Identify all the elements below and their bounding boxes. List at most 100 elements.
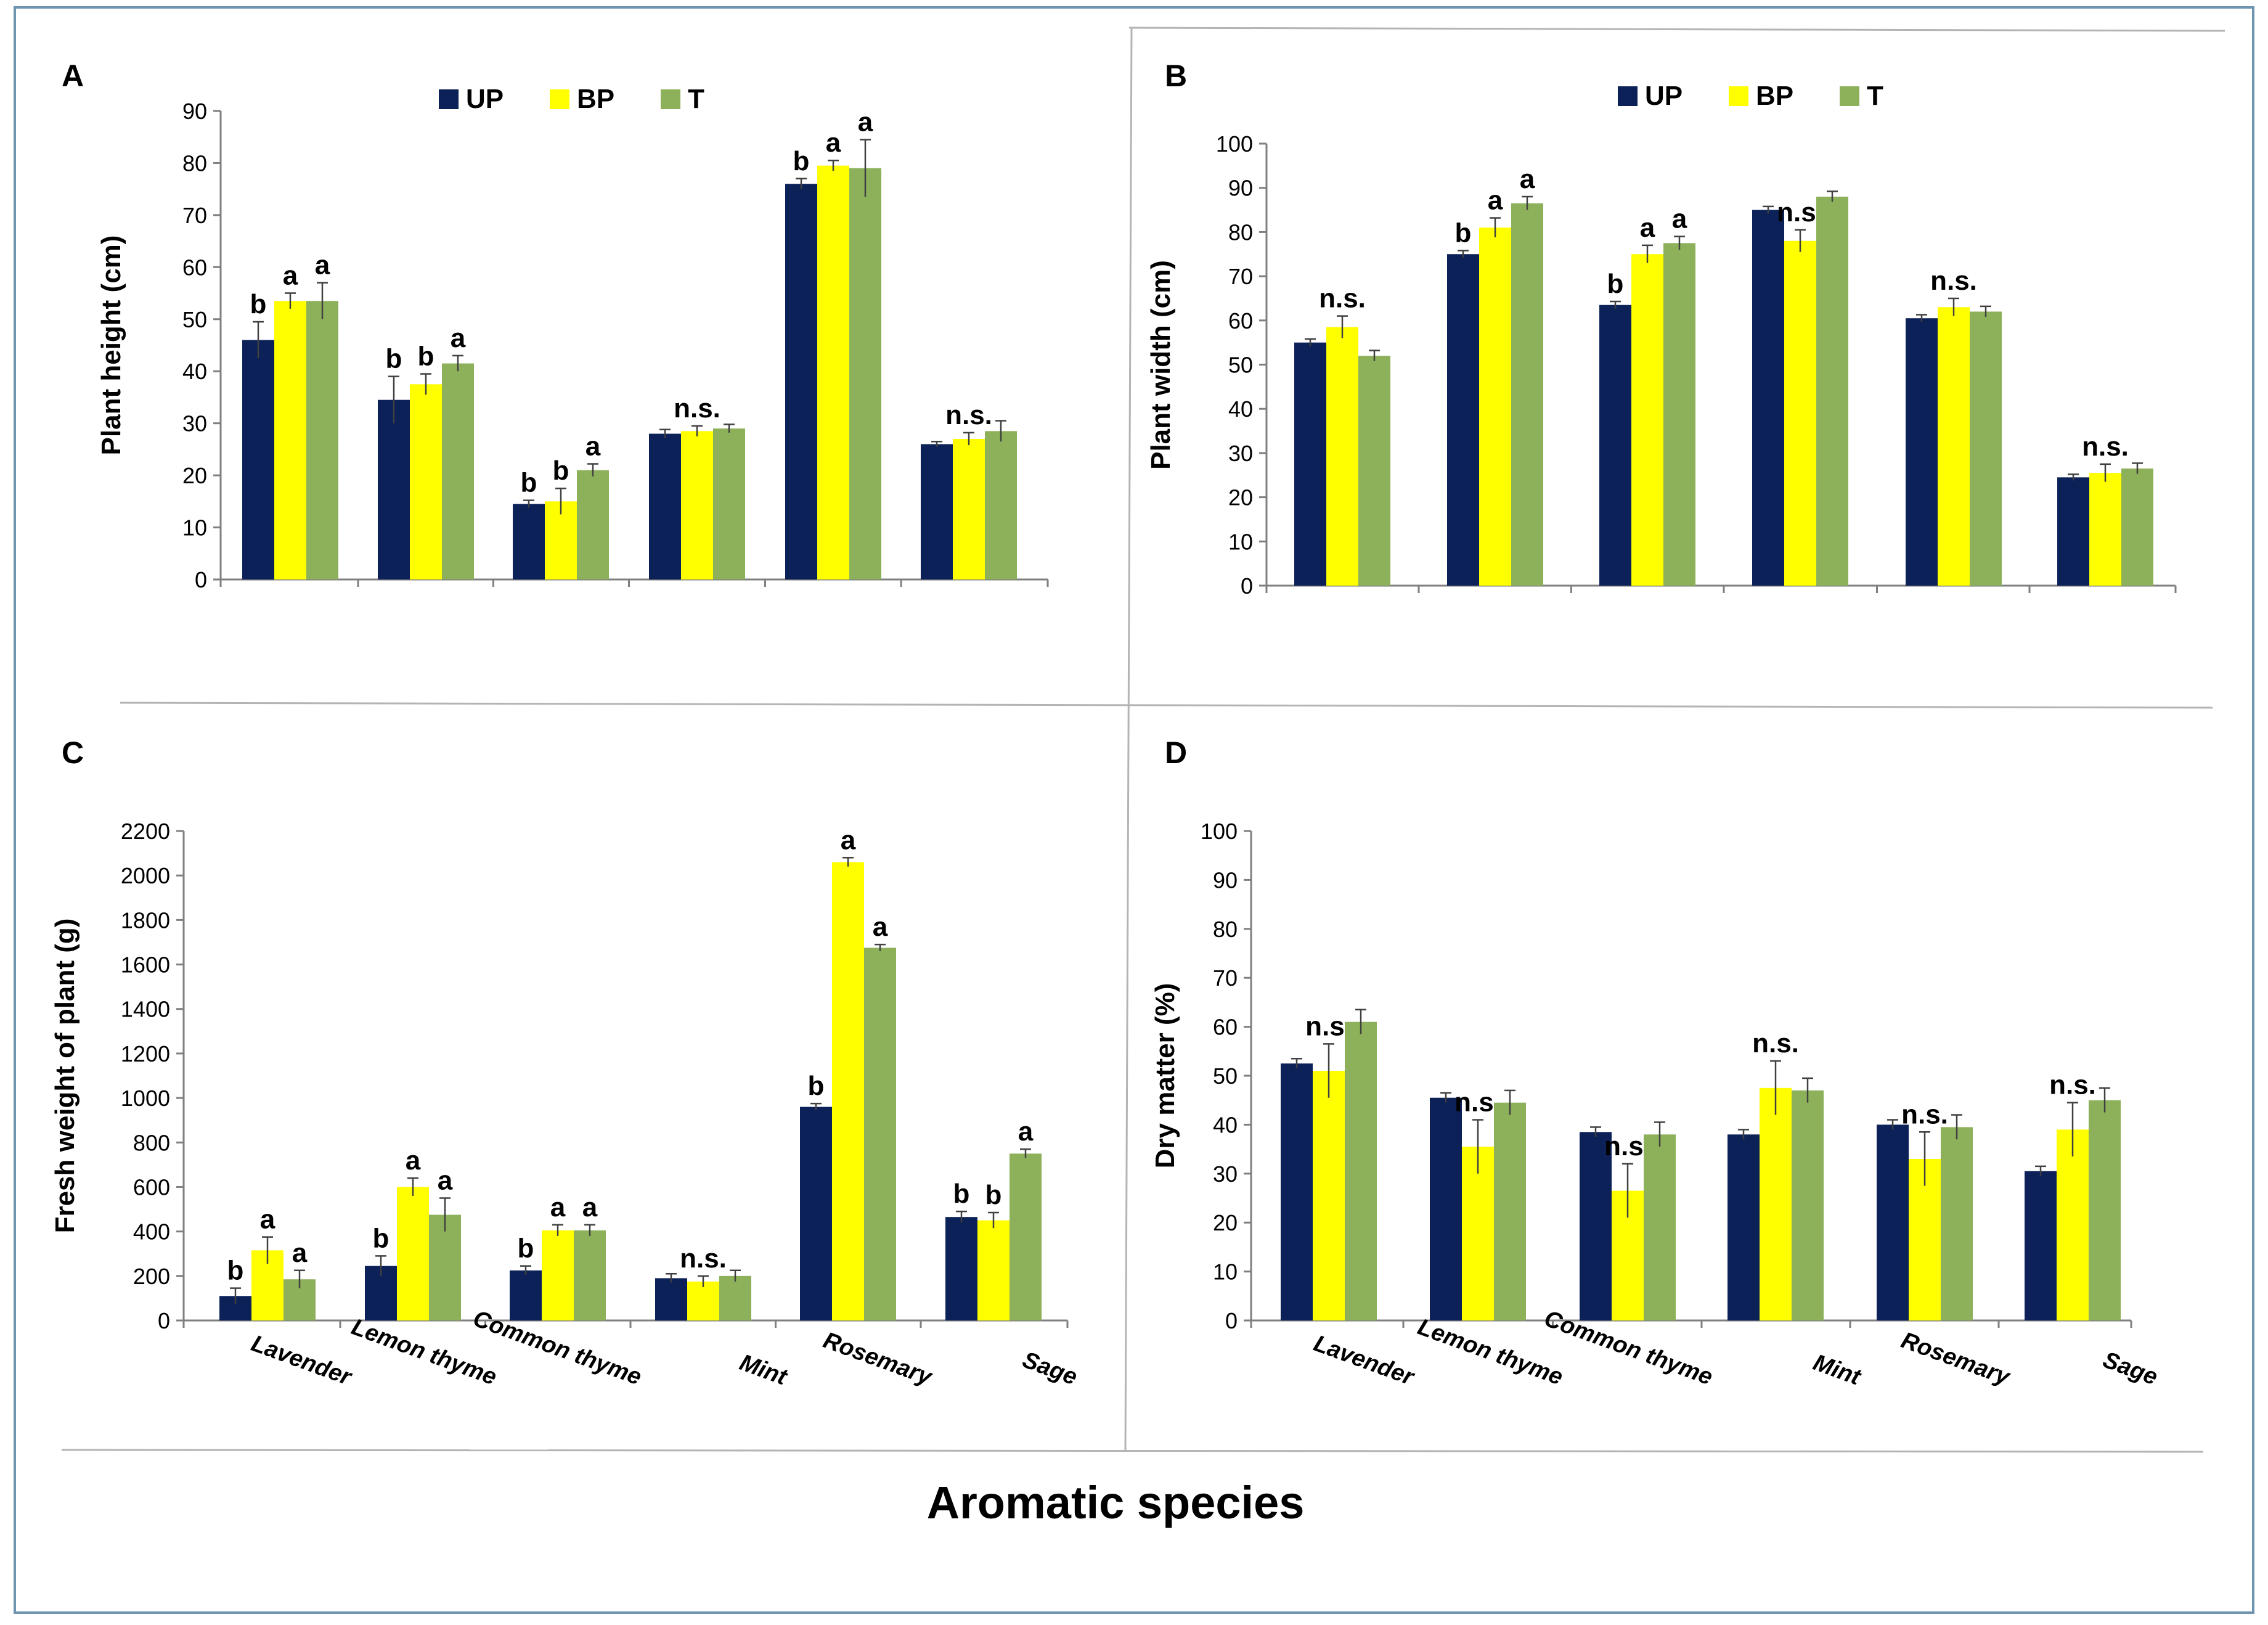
significance-label: a [451,323,466,353]
significance-label: a [826,128,841,158]
legend: UP BP T [1618,81,1883,111]
y-tick-label: 200 [133,1264,170,1289]
bar-t [577,470,609,579]
significance-label: a [841,825,856,855]
outer-frame [14,6,2254,1614]
bar-up [2057,477,2089,586]
significance-label: n.s. [1752,1028,1799,1058]
legend-label-up: UP [466,84,504,114]
bar-up [945,1217,977,1320]
y-tick-label: 400 [133,1219,170,1245]
significance-label: a [550,1192,566,1222]
bar-bp [953,439,985,579]
y-tick-label: 2000 [121,863,170,888]
bar-t [1345,1021,1377,1320]
divider-vertical [1124,27,1133,1452]
y-axis-title: Fresh weight of plant (g) [50,919,80,1234]
significance-label: b [808,1071,825,1101]
bar-bp [1479,227,1511,586]
bar-bp [1326,327,1358,586]
bar-t [1941,1127,1973,1320]
significance-label: a [858,107,873,137]
bar-up [1281,1063,1313,1320]
bar-t [1970,311,2002,586]
y-tick-label: 2200 [121,819,170,844]
significance-label: b [227,1256,244,1286]
y-tick-label: 1200 [121,1041,170,1066]
y-tick-label: 40 [182,359,207,384]
bar-bp [397,1187,429,1320]
bar-up [1906,318,1938,586]
y-tick-label: 90 [182,99,207,124]
significance-label: b [953,1179,970,1209]
bar-bp [2089,473,2121,586]
significance-label: b [521,468,537,498]
significance-label: n.s. [2049,1070,2096,1100]
legend-swatch-up [1618,86,1638,106]
y-tick-label: 20 [1213,1210,1238,1235]
y-tick-label: 0 [1225,1308,1238,1333]
bar-up [1599,305,1631,586]
bar-bp [1784,240,1816,586]
significance-label: n.s. [2082,432,2129,462]
y-axis-title: Dry matter (%) [1150,983,1180,1169]
significance-label: n.s. [1777,197,1824,227]
bar-t [1663,243,1695,586]
bar-up [921,444,953,579]
significance-label: a [1520,164,1535,194]
bar-up [655,1278,687,1320]
significance-label: a [585,432,601,462]
y-tick-label: 800 [133,1130,170,1155]
y-tick-label: 50 [1228,353,1253,378]
panel-label: A [62,59,84,93]
bar-up [1430,1097,1462,1320]
bar-up [513,504,545,579]
bar-bp [687,1281,719,1320]
y-tick-label: 0 [158,1308,170,1333]
significance-label: n.s. [1305,1011,1352,1041]
significance-label: n.s. [1901,1099,1948,1129]
y-tick-label: 30 [1213,1161,1238,1187]
y-tick-label: 50 [182,307,207,332]
bar-t [306,301,338,579]
significance-label: b [518,1234,534,1264]
significance-label: n.s. [674,393,720,424]
panel-label: B [1165,59,1187,93]
bar-t [429,1214,461,1320]
bar-up [242,340,274,579]
bar-bp [274,301,306,579]
legend: UP BP T [439,84,704,114]
significance-label: b [386,344,402,374]
y-tick-label: 60 [1213,1015,1238,1040]
bar-up [1752,210,1784,586]
bar-t [574,1230,606,1320]
significance-label: a [315,250,330,280]
y-tick-label: 90 [1228,176,1253,201]
y-tick-label: 1800 [121,907,170,933]
bar-t [1792,1090,1824,1320]
panel-label: C [62,735,84,770]
significance-label: b [793,146,810,176]
y-tick-label: 40 [1213,1112,1238,1137]
bar-up [1294,342,1326,586]
divider-middle [120,702,2213,709]
bar-t [2121,468,2153,586]
y-tick-label: 10 [182,515,207,541]
bar-t [864,948,896,1320]
significance-label: a [873,912,888,942]
bar-bp [817,165,849,580]
bar-t [442,363,474,579]
y-tick-label: 100 [1201,819,1238,844]
bar-bp [681,431,713,579]
bar-t [1816,197,1848,586]
significance-label: a [283,261,298,291]
bar-bp [1462,1147,1494,1320]
y-tick-label: 70 [182,203,207,228]
y-tick-label: 10 [1228,529,1253,554]
y-tick-label: 70 [1213,965,1238,991]
legend-label-bp: BP [577,84,614,114]
y-tick-label: 60 [1228,308,1253,334]
